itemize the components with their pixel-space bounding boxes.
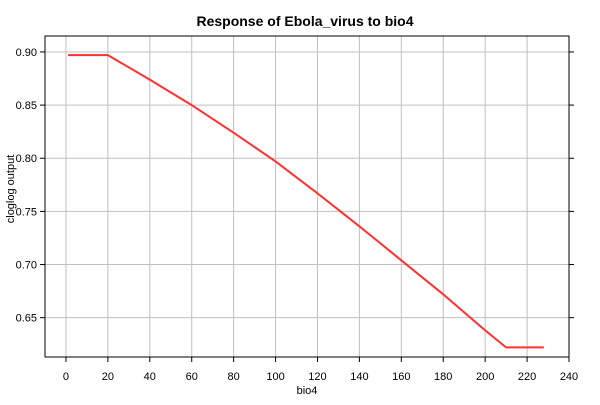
x-tick-label: 120 bbox=[308, 371, 326, 383]
x-tick-label: 140 bbox=[350, 371, 368, 383]
x-tick-label: 60 bbox=[186, 371, 198, 383]
chart-title: Response of Ebola_virus to bio4 bbox=[196, 13, 413, 29]
x-axis: 0 20 40 60 80 100 120 140 160 180 200 220 240 bbox=[63, 357, 578, 383]
x-axis-label: bio4 bbox=[297, 385, 318, 397]
y-axis: 0.65 0.70 0.75 0.80 0.85 0.90 bbox=[16, 47, 574, 325]
x-tick-label: 240 bbox=[560, 371, 578, 383]
series-layer bbox=[68, 54, 544, 349]
x-tick-label: 180 bbox=[434, 371, 452, 383]
x-tick-label: 200 bbox=[476, 371, 494, 383]
y-tick-label: 0.90 bbox=[16, 47, 37, 59]
y-tick-label: 0.75 bbox=[16, 206, 37, 218]
y-tick-label: 0.65 bbox=[16, 313, 37, 325]
plot-frame bbox=[44, 35, 570, 358]
y-tick-label: 0.85 bbox=[16, 100, 37, 112]
x-tick-label: 0 bbox=[63, 371, 69, 383]
x-tick-label: 220 bbox=[518, 371, 536, 383]
y-axis-label: cloglog output bbox=[5, 155, 17, 224]
x-tick-label: 40 bbox=[144, 371, 156, 383]
x-tick-label: 80 bbox=[228, 371, 240, 383]
x-tick-label: 100 bbox=[266, 371, 284, 383]
response-curve bbox=[68, 54, 544, 349]
grid bbox=[45, 36, 570, 357]
y-tick-label: 0.70 bbox=[16, 260, 37, 272]
x-tick-label: 160 bbox=[392, 371, 410, 383]
y-tick-label: 0.80 bbox=[16, 153, 37, 165]
x-tick-label: 20 bbox=[102, 371, 114, 383]
